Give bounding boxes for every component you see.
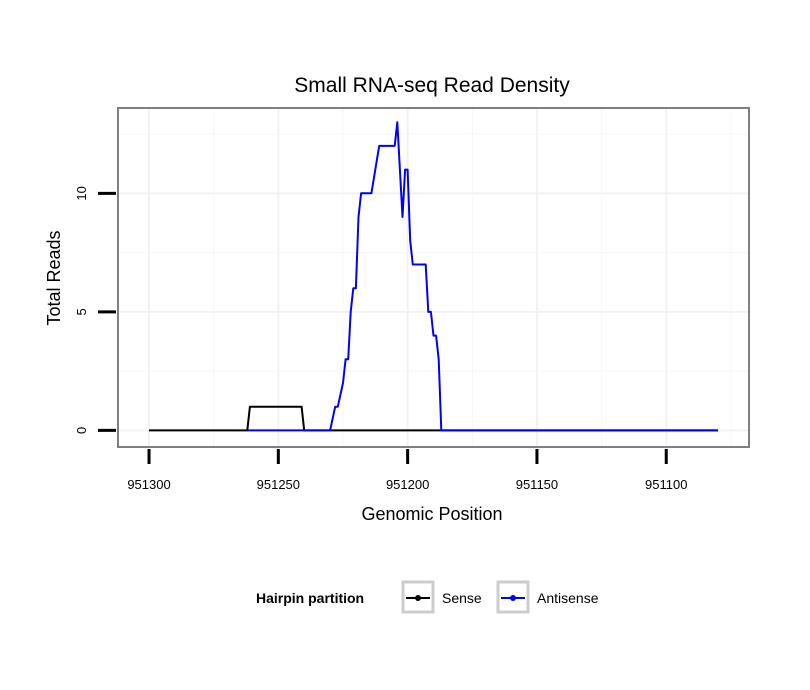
chart-title: Small RNA-seq Read Density <box>294 74 570 97</box>
x-tick-label: 951150 <box>516 477 558 492</box>
series-line-antisense <box>247 121 718 432</box>
y-tick-label: 10 <box>74 186 89 200</box>
legend-point-sense <box>415 595 421 601</box>
series-layer <box>149 121 718 432</box>
legend-label-antisense: Antisense <box>537 590 599 606</box>
legend: Hairpin partition Sense Antisense <box>256 580 599 614</box>
grid-major <box>118 108 749 447</box>
legend-entry-sense: Sense <box>401 580 482 614</box>
x-tick-label: 951100 <box>645 477 687 492</box>
x-axis-title: Genomic Position <box>361 504 502 524</box>
legend-point-antisense <box>510 595 516 601</box>
y-tick-label: 0 <box>74 427 89 434</box>
grid-minor <box>118 108 749 447</box>
x-tick-label: 951250 <box>257 477 300 492</box>
y-axis-title: Total Reads <box>44 230 64 325</box>
legend-label-sense: Sense <box>442 590 482 606</box>
legend-title: Hairpin partition <box>256 590 364 606</box>
legend-entry-antisense: Antisense <box>496 580 599 614</box>
y-axis-ticks: 0 5 10 <box>74 186 116 434</box>
y-tick-label: 5 <box>74 308 89 315</box>
x-tick-label: 951300 <box>127 477 170 492</box>
series-line-sense <box>149 405 718 432</box>
x-axis-ticks: 951300 951250 951200 951150 951100 <box>127 449 687 492</box>
x-tick-label: 951200 <box>386 477 429 492</box>
plot-panel-border <box>117 107 750 448</box>
